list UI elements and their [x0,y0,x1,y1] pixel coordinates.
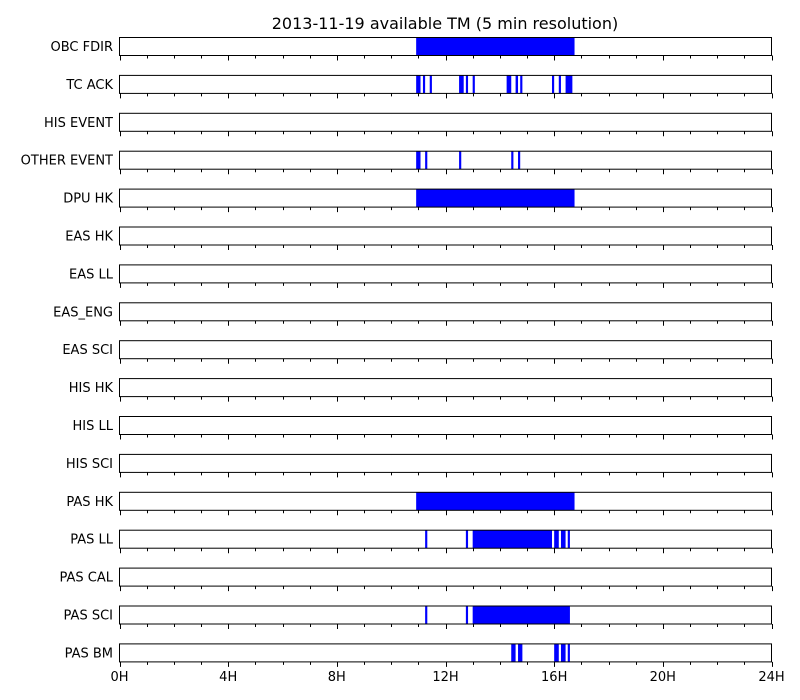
row-label: EAS LL [69,267,114,282]
availability-bar [560,643,566,662]
x-tick-label: 24H [758,670,784,685]
availability-bar [416,189,575,208]
availability-bar [425,530,428,549]
row-frame [119,226,772,246]
availability-bar [459,75,464,94]
x-tick-label: 0H [110,670,128,685]
x-tick-label: 4H [219,670,237,685]
row-frame [119,264,772,284]
chart-title: 2013-11-19 available TM (5 min resolutio… [272,14,618,33]
row-frame [119,112,772,132]
availability-bar [472,75,475,94]
x-tick-label: 12H [432,670,458,685]
row-label: HIS HK [69,381,114,396]
availability-bar [416,75,421,94]
timeline-row: EAS SCI [62,340,773,364]
row-frame [119,453,772,473]
x-tick-label: 16H [541,670,567,685]
availability-bar [459,151,462,170]
row-frame [119,491,772,511]
row-label: HIS SCI [66,457,113,472]
timeline-row: HIS LL [73,416,773,440]
x-tick-label: 20H [650,670,676,685]
availability-bar [560,530,566,549]
row-label: DPU HK [63,192,113,207]
timeline-row: HIS SCI [66,453,773,478]
row-frame [119,74,772,94]
row-label: HIS EVENT [44,116,113,131]
timeline-row: PAS SCI [64,605,773,629]
row-label: PAS BM [65,646,113,661]
row-frame [119,302,772,322]
row-label: PAS HK [66,495,113,510]
row-frame [119,340,772,360]
availability-bar [416,151,421,170]
x-axis: 0H 4H 8H 12H 16H 20H 24H [110,670,784,685]
row-label: PAS SCI [64,609,113,624]
availability-bar [416,37,575,56]
row-frame [119,188,772,208]
availability-bar [558,75,561,94]
availability-bar [567,643,570,662]
timeline-row: EAS HK [65,226,773,250]
availability-bar [465,606,469,624]
timeline-row: EAS LL [69,264,773,288]
timeline-row: HIS EVENT [44,112,773,137]
row-frame [119,567,772,587]
availability-bar [554,643,559,662]
row-frame [119,378,772,398]
timeline-row: PAS CAL [60,567,773,592]
row-label: OTHER EVENT [21,154,113,169]
timeline-row: OBC FDIR [51,37,773,61]
availability-bar [425,151,428,170]
row-frame [119,37,772,56]
row-frame [119,605,772,625]
row-label: TC ACK [65,78,113,93]
availability-bar [554,530,559,549]
timeline-row: OTHER EVENT [21,150,773,175]
availability-bar [518,643,523,662]
row-label: EAS_ENG [53,305,113,320]
availability-bar [422,75,426,94]
row-frame [119,643,772,663]
availability-bar [465,75,469,94]
timeline-row: PAS BM [65,643,773,667]
availability-bar [511,643,516,662]
availability-bar [506,75,512,94]
row-frame [119,529,772,549]
availability-bar [567,530,570,549]
availability-bar [565,75,573,94]
availability-bar [472,606,570,624]
availability-bar [429,75,432,94]
timeline-row: PAS LL [70,529,773,554]
availability-bar [518,151,521,170]
timeline-row: TC ACK [65,74,773,99]
row-frame [119,416,772,435]
row-label: EAS SCI [62,343,113,358]
availability-bar [511,151,514,170]
row-label: PAS LL [70,533,114,548]
timeline-row: PAS HK [66,491,773,516]
row-label: HIS LL [73,419,114,434]
availability-bar [515,75,519,94]
timeline-row: EAS_ENG [53,302,773,326]
timeline-rows: OBC FDIR TC ACK HIS EVENT OTHER EVENT DPU HK… [21,37,773,667]
x-tick-label: 8H [328,670,346,685]
row-label: OBC FDIR [51,40,114,55]
availability-bar [520,75,523,94]
timeline-row: DPU HK [63,188,773,213]
availability-bar [425,606,428,624]
row-frame [119,150,772,170]
availability-bar [551,75,555,94]
availability-bar [465,530,469,549]
row-label: EAS HK [65,230,113,245]
availability-bar [472,530,552,549]
availability-bar [416,492,575,511]
row-label: PAS CAL [60,571,114,586]
timeline-row: HIS HK [69,378,773,402]
